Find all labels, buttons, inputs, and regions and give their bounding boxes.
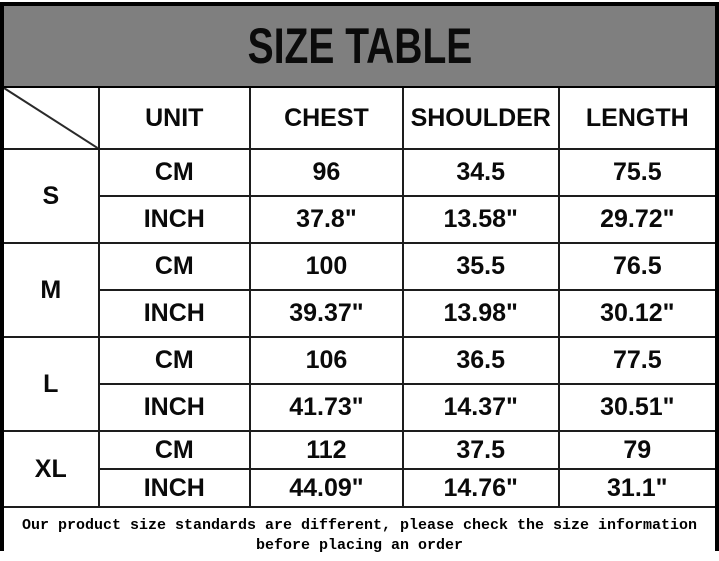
size-label-xl: XL	[4, 430, 100, 508]
value-cell-m-inch-shoulder: 13.98"	[401, 289, 560, 338]
unit-cell: INCH	[98, 195, 252, 244]
value-cell-s-cm-length: 75.5	[557, 148, 715, 197]
title-band: SIZE TABLE	[4, 6, 715, 88]
value-cell-m-inch-length: 30.12"	[557, 289, 715, 338]
table-row-xl-inch: INCH 44.09" 14.76" 31.1"	[4, 468, 715, 508]
value-cell-l-inch-chest: 41.73"	[249, 383, 404, 432]
footer-note-line-2: before placing an order	[255, 537, 464, 554]
value-cell-l-inch-length: 30.51"	[557, 383, 715, 432]
value-cell-m-cm-length: 76.5	[557, 242, 715, 291]
unit-cell: CM	[97, 336, 252, 385]
size-label-s: S	[4, 148, 100, 244]
column-header-unit: UNIT	[97, 88, 252, 150]
footer-note: Our product size standards are different…	[4, 508, 715, 556]
size-label-m: M	[4, 242, 100, 338]
value-cell-m-inch-chest: 39.37"	[249, 289, 404, 338]
unit-cell: INCH	[98, 289, 252, 338]
value-cell-xl-cm-length: 79	[557, 430, 715, 470]
value-cell-xl-cm-chest: 112	[249, 430, 404, 470]
unit-cell: INCH	[98, 468, 252, 508]
value-cell-s-cm-chest: 96	[249, 148, 404, 197]
page-title: SIZE TABLE	[247, 18, 472, 74]
value-cell-l-inch-shoulder: 14.37"	[401, 383, 560, 432]
table-row-m-cm: M CM 100 35.5 76.5	[4, 242, 715, 338]
unit-cell: CM	[97, 242, 252, 291]
value-cell-l-cm-shoulder: 36.5	[401, 336, 560, 385]
unit-cell: CM	[97, 148, 252, 197]
value-cell-m-cm-shoulder: 35.5	[401, 242, 560, 291]
value-cell-xl-inch-length: 31.1"	[557, 468, 715, 508]
column-header-shoulder: SHOULDER	[401, 88, 560, 150]
value-cell-s-inch-shoulder: 13.58"	[401, 195, 560, 244]
value-cell-m-cm-chest: 100	[249, 242, 404, 291]
value-cell-xl-cm-shoulder: 37.5	[401, 430, 560, 470]
table-row-l-inch: INCH 41.73" 14.37" 30.51"	[4, 383, 715, 432]
size-label-l: L	[4, 336, 100, 432]
column-header-length: LENGTH	[557, 88, 715, 150]
table-row-s-cm: S CM 96 34.5 75.5	[4, 148, 715, 244]
unit-cell: INCH	[98, 383, 252, 432]
table-row-m-inch: INCH 39.37" 13.98" 30.12"	[4, 289, 715, 338]
footer-note-line-1: Our product size standards are different…	[21, 517, 698, 534]
diagonal-line-icon	[4, 88, 98, 148]
table-row-l-cm: L CM 106 36.5 77.5	[4, 336, 715, 432]
value-cell-xl-inch-chest: 44.09"	[249, 468, 404, 508]
column-header-chest: CHEST	[249, 88, 404, 150]
value-cell-s-inch-length: 29.72"	[557, 195, 715, 244]
value-cell-s-cm-shoulder: 34.5	[401, 148, 560, 197]
value-cell-l-cm-length: 77.5	[557, 336, 715, 385]
table-row-s-inch: INCH 37.8" 13.58" 29.72"	[4, 195, 715, 244]
value-cell-l-cm-chest: 106	[249, 336, 404, 385]
corner-diagonal-cell	[4, 88, 100, 150]
value-cell-xl-inch-shoulder: 14.76"	[401, 468, 560, 508]
header-row: UNIT CHEST SHOULDER LENGTH	[4, 88, 715, 150]
value-cell-s-inch-chest: 37.8"	[249, 195, 404, 244]
size-table: UNIT CHEST SHOULDER LENGTH S CM 96 34.5 …	[4, 88, 715, 508]
table-row-xl-cm: XL CM 112 37.5 79	[4, 430, 715, 508]
unit-cell: CM	[97, 430, 252, 470]
